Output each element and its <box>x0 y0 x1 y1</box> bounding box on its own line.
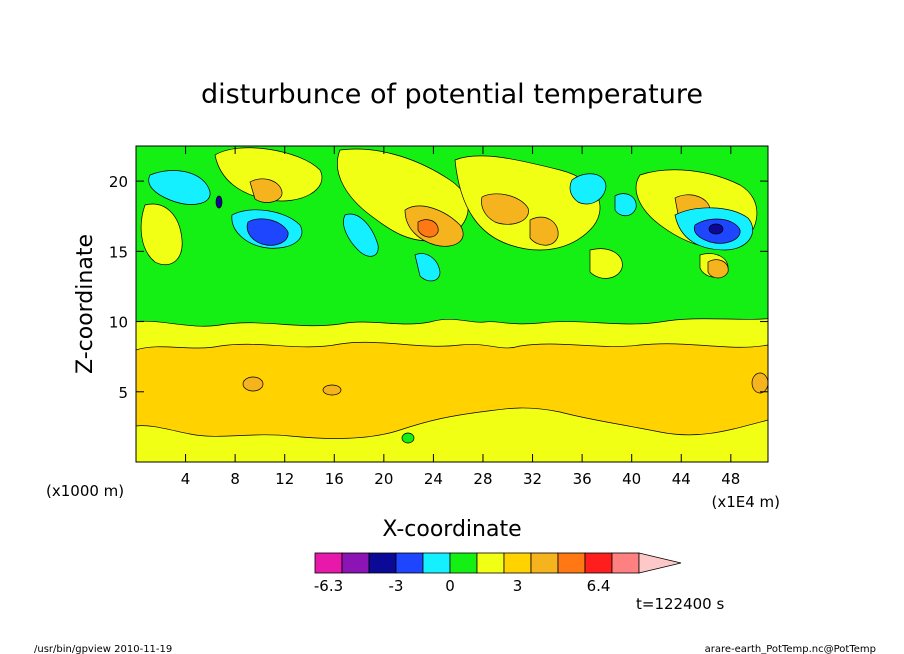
colorbar-box <box>584 552 613 574</box>
x-tick-label: 48 <box>721 470 740 488</box>
colorbar-box <box>314 552 343 574</box>
colorbar-box <box>530 552 559 574</box>
contour-field <box>136 146 768 462</box>
colorbar-box <box>341 552 370 574</box>
colorbar-tick-label: 0 <box>445 577 455 595</box>
colorbar-tick-labels: -6.3 -3 0 3 6.4 <box>314 577 611 595</box>
navy-core <box>708 223 724 235</box>
colorbar-box <box>611 552 640 574</box>
orange-blob <box>322 384 342 396</box>
x-tick-label: 4 <box>181 470 191 488</box>
time-label: t=122400 s <box>636 595 724 613</box>
orange-patch <box>707 259 729 279</box>
x-tick-label: 20 <box>374 470 393 488</box>
red-orange-patch <box>417 219 439 238</box>
orange-patch <box>529 216 559 246</box>
colorbar-tick-label: 3 <box>513 577 523 595</box>
yellow-patch <box>214 147 323 202</box>
y-tick-label: 15 <box>109 243 128 261</box>
cyan-patch <box>343 213 379 257</box>
orange-patch <box>481 193 529 225</box>
y-tick-label: 10 <box>109 314 128 332</box>
colorbar-tick-label: 6.4 <box>587 577 611 595</box>
green-blob <box>401 432 415 444</box>
colorbar <box>314 552 682 574</box>
orange-blob <box>242 376 264 392</box>
orange-patch <box>249 178 283 203</box>
x-tick-label: 28 <box>473 470 492 488</box>
navy-core <box>215 195 223 209</box>
x-tick-label: 12 <box>275 470 294 488</box>
colorbar-box <box>395 552 424 574</box>
colorbar-box <box>368 552 397 574</box>
cyan-patch <box>569 173 607 205</box>
x-tick-label: 8 <box>230 470 240 488</box>
footer-right: arare-earth_PotTemp.nc@PotTemp <box>705 644 876 654</box>
y-tick-label: 5 <box>118 384 128 402</box>
x-tick-label: 32 <box>523 470 542 488</box>
colorbar-tick-label: -3 <box>389 577 404 595</box>
x-tick-label: 16 <box>325 470 344 488</box>
orange-blob <box>751 372 768 394</box>
colorbar-box <box>476 552 505 574</box>
y-tick-label: 20 <box>109 173 128 191</box>
colorbar-box <box>557 552 586 574</box>
yellow-patch <box>589 248 623 279</box>
cyan-patch <box>614 193 637 217</box>
yellow-patch <box>454 155 601 251</box>
plot-frame <box>135 145 769 463</box>
x-axis-label: X-coordinate <box>382 517 521 542</box>
x-tick-label: 24 <box>424 470 443 488</box>
blue-core <box>246 218 289 246</box>
y-ticks: 5 10 15 20 <box>109 173 768 402</box>
yellow-patch <box>140 203 183 266</box>
chart-title: disturbunce of potential temperature <box>201 79 703 110</box>
cyan-patch <box>148 170 211 205</box>
y-unit-label: (x1000 m) <box>46 482 124 500</box>
colorbar-box <box>503 552 532 574</box>
colorbar-tick-label: -6.3 <box>314 577 343 595</box>
cyan-patch <box>414 253 441 282</box>
x-tick-label: 44 <box>672 470 691 488</box>
x-tick-label: 36 <box>573 470 592 488</box>
lower-orange-band <box>136 341 768 439</box>
y-axis-label: Z-coordinate <box>73 234 98 374</box>
footer-left: /usr/bin/gpview 2010-11-19 <box>34 644 172 654</box>
x-tick-label: 40 <box>622 470 641 488</box>
x-unit-label: (x1E4 m) <box>711 493 780 511</box>
colorbar-arrow <box>638 552 682 574</box>
colorbar-box <box>449 552 478 574</box>
colorbar-box <box>422 552 451 574</box>
x-ticks: 4 8 12 16 20 24 28 32 36 40 44 48 <box>181 146 740 488</box>
